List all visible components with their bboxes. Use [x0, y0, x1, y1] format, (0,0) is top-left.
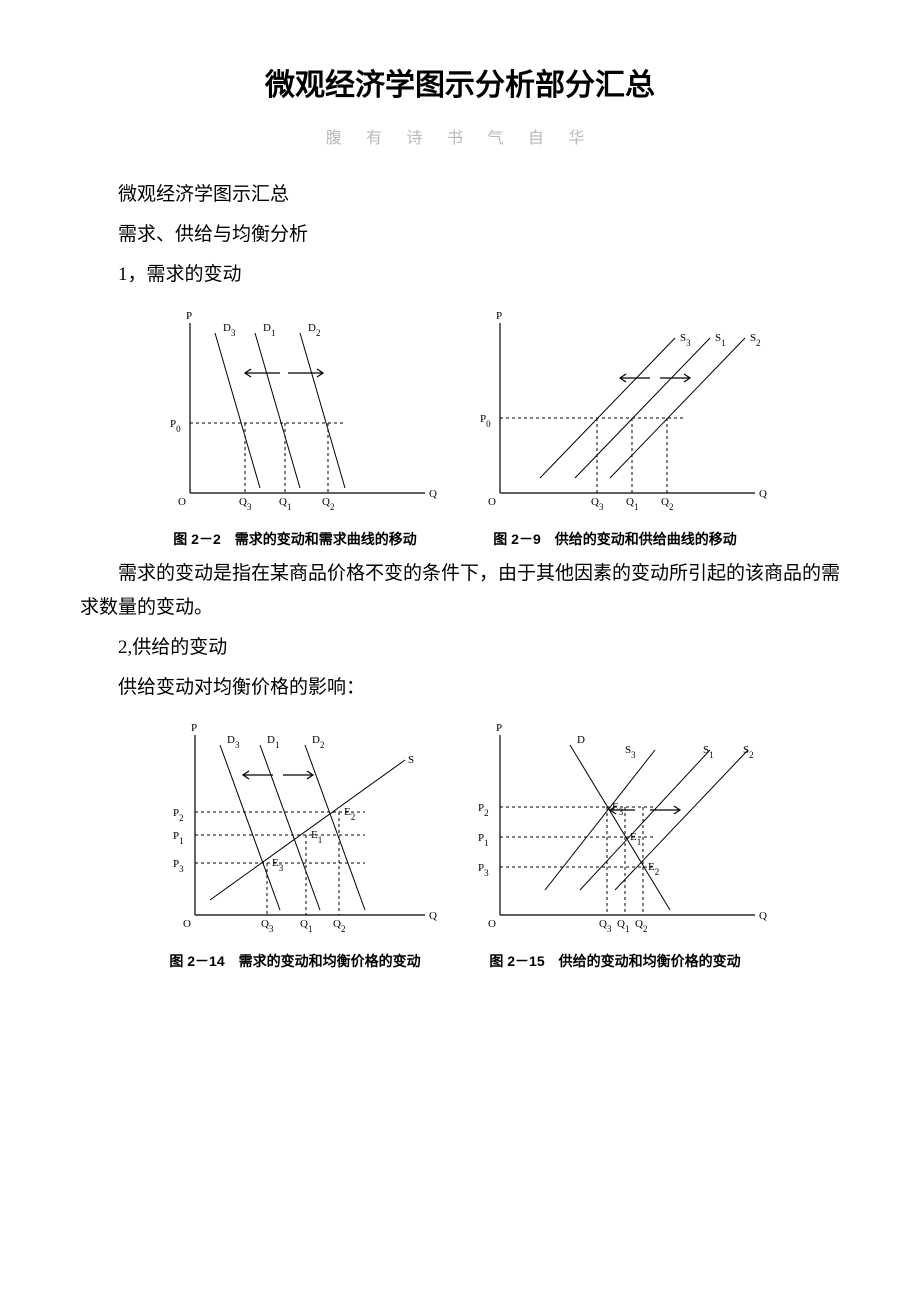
caption-supply-shift: 图 2－9 供给的变动和供给曲线的移动: [493, 529, 736, 549]
svg-text:D3: D3: [227, 734, 240, 750]
para-supply-effect: 供给变动对均衡价格的影响：: [80, 671, 840, 705]
svg-text:D1: D1: [263, 322, 275, 338]
svg-text:E1: E1: [630, 831, 641, 847]
para-section-2: 2,供给的变动: [80, 631, 840, 665]
svg-text:Q3: Q3: [239, 496, 252, 512]
svg-text:O: O: [488, 496, 496, 508]
page-subtitle: 腹 有 诗 书 气 自 华: [80, 124, 840, 148]
page-title: 微观经济学图示分析部分汇总: [80, 60, 840, 104]
svg-text:O: O: [488, 918, 496, 930]
svg-text:P0: P0: [170, 418, 181, 434]
svg-text:Q1: Q1: [279, 496, 291, 512]
svg-text:S3: S3: [625, 744, 636, 760]
svg-text:P0: P0: [480, 413, 491, 429]
svg-text:Q2: Q2: [333, 918, 345, 934]
caption-supply-eq: 图 2－15 供给的变动和均衡价格的变动: [489, 951, 740, 971]
svg-text:P: P: [186, 310, 192, 322]
svg-text:P3: P3: [173, 858, 184, 874]
svg-text:P: P: [496, 310, 502, 322]
svg-text:S2: S2: [750, 332, 761, 348]
svg-text:Q: Q: [759, 910, 767, 922]
chart-row-2: O P Q S D3 D1 D2 P2 P1 P3 Q3 Q1 Q2 E2 E1 E3 图 2－14 需求的变…: [80, 715, 840, 971]
chart-row-1: O P Q D3 D1 D2 P0 Q3 Q1 Q2 图 2－2 需求的变动和需求曲线的移动 O P…: [80, 303, 840, 549]
svg-text:S1: S1: [703, 744, 714, 760]
svg-text:P2: P2: [173, 807, 184, 823]
para-summary-heading: 微观经济学图示汇总: [80, 178, 840, 212]
svg-text:P2: P2: [478, 802, 489, 818]
svg-text:Q: Q: [429, 488, 437, 500]
svg-text:S: S: [408, 754, 414, 766]
svg-text:Q3: Q3: [261, 918, 274, 934]
svg-text:E2: E2: [648, 861, 659, 877]
svg-text:S3: S3: [680, 332, 691, 348]
svg-text:Q2: Q2: [661, 496, 673, 512]
svg-text:O: O: [183, 918, 191, 930]
para-topic-heading: 需求、供给与均衡分析: [80, 218, 840, 252]
svg-text:D: D: [577, 734, 585, 746]
svg-text:Q1: Q1: [300, 918, 312, 934]
svg-text:D3: D3: [223, 322, 236, 338]
svg-text:E3: E3: [272, 857, 284, 873]
svg-text:E3: E3: [612, 801, 624, 817]
svg-text:Q3: Q3: [599, 918, 612, 934]
svg-text:D1: D1: [267, 734, 279, 750]
svg-text:Q2: Q2: [322, 496, 334, 512]
para-demand-explain: 需求的变动是指在某商品价格不变的条件下，由于其他因素的变动所引起的该商品的需求数…: [80, 557, 840, 625]
svg-text:Q1: Q1: [617, 918, 629, 934]
svg-text:Q3: Q3: [591, 496, 604, 512]
svg-text:P1: P1: [478, 832, 489, 848]
svg-text:S2: S2: [743, 744, 754, 760]
svg-text:E1: E1: [311, 829, 322, 845]
svg-text:S1: S1: [715, 332, 726, 348]
svg-text:P1: P1: [173, 830, 184, 846]
svg-text:D2: D2: [312, 734, 324, 750]
svg-text:Q1: Q1: [626, 496, 638, 512]
svg-text:O: O: [178, 496, 186, 508]
svg-text:D2: D2: [308, 322, 320, 338]
svg-text:Q: Q: [759, 488, 767, 500]
svg-text:E2: E2: [344, 806, 355, 822]
svg-text:P: P: [191, 722, 197, 734]
svg-text:Q2: Q2: [635, 918, 647, 934]
svg-text:Q: Q: [429, 910, 437, 922]
svg-text:P: P: [496, 722, 502, 734]
chart-supply-equilibrium: O P Q D S3 S1 S2 P2 P1 P3 Q3 Q1 Q2 E3 E1 E2 图 2－15 供给的变…: [455, 715, 775, 971]
chart-supply-shift: O P Q S3 S1 S2 P0 Q3 Q1 Q2 图 2－9 供给的变动和供给曲线的移动: [455, 303, 775, 549]
para-section-1: 1，需求的变动: [80, 258, 840, 292]
chart-demand-equilibrium: O P Q S D3 D1 D2 P2 P1 P3 Q3 Q1 Q2 E2 E1 E3 图 2－14 需求的变…: [145, 715, 445, 971]
svg-text:P3: P3: [478, 862, 489, 878]
caption-demand-shift: 图 2－2 需求的变动和需求曲线的移动: [173, 529, 416, 549]
chart-demand-shift: O P Q D3 D1 D2 P0 Q3 Q1 Q2 图 2－2 需求的变动和需求曲线的移动: [145, 303, 445, 549]
caption-demand-eq: 图 2－14 需求的变动和均衡价格的变动: [169, 951, 420, 971]
